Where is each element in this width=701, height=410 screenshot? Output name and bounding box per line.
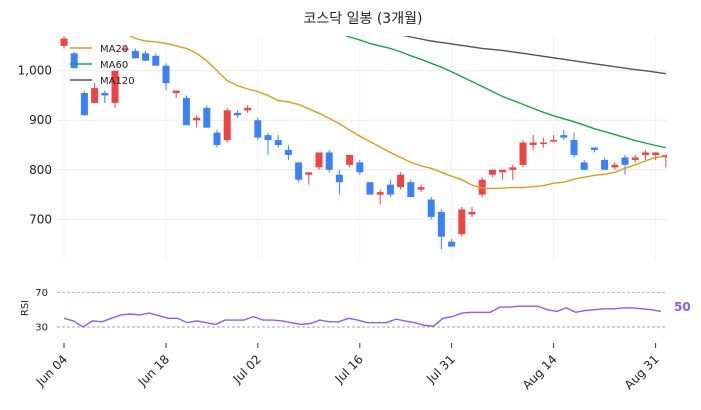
- legend-ma20-label: MA20: [100, 44, 128, 55]
- candle-body: [458, 209, 466, 235]
- candle-body: [244, 107, 252, 111]
- candle-body: [70, 53, 78, 69]
- candle-body: [631, 157, 639, 160]
- candle-body: [274, 140, 282, 146]
- candle-body: [580, 162, 588, 170]
- candle-body: [254, 120, 262, 138]
- candle-body: [509, 167, 517, 170]
- x-tick-label: Jun 18: [135, 352, 172, 389]
- candle-body: [356, 162, 364, 173]
- price-tick-label: 800: [29, 163, 52, 177]
- candle-body: [407, 182, 415, 198]
- candle-body: [386, 184, 394, 195]
- candle-body: [621, 157, 629, 165]
- rsi-polyline: [63, 305, 662, 328]
- candles: [60, 36, 667, 250]
- legend-ma60-label: MA60: [100, 60, 128, 71]
- candle-body: [499, 169, 507, 173]
- candle-body: [264, 135, 272, 141]
- candle-body: [172, 90, 180, 93]
- candle-body: [91, 88, 99, 103]
- price-tick-label: 900: [29, 113, 52, 127]
- candle-body: [60, 38, 68, 46]
- candle-body: [121, 48, 129, 50]
- rsi-axis: 70 30: [35, 288, 667, 334]
- price-tick-label: 1,000: [18, 64, 52, 78]
- candle-body: [305, 172, 313, 175]
- candle-body: [437, 211, 445, 237]
- rsi-line: [63, 305, 662, 328]
- rsi-panel: RSI 70 30 50: [20, 288, 691, 334]
- legend: MA20 MA60 MA120: [70, 44, 135, 87]
- ma120-line: [402, 36, 666, 75]
- chart-title: 코스닥 일봉 (3개월): [304, 11, 423, 27]
- candle-body: [427, 199, 435, 217]
- candle-body: [213, 132, 221, 146]
- candle-body: [325, 152, 333, 170]
- rsi-tick-label: 70: [35, 288, 48, 299]
- candle-body: [641, 152, 649, 155]
- candle-body: [539, 142, 547, 145]
- candle-body: [131, 50, 139, 59]
- candle-body: [448, 241, 456, 247]
- ma60-line: [344, 36, 666, 149]
- candle-body: [570, 140, 578, 155]
- x-tick-label: Jul 02: [230, 352, 264, 386]
- candle-body: [529, 142, 537, 146]
- rsi-last-value: 50: [674, 300, 691, 314]
- x-tick-label: Jul 31: [423, 352, 457, 386]
- candle-body: [519, 142, 527, 165]
- price-tick-label: 700: [29, 212, 52, 226]
- candle-body: [315, 152, 323, 168]
- x-tick-label: Aug 31: [622, 352, 662, 392]
- ma20-line: [128, 36, 666, 190]
- candle-body: [397, 174, 405, 188]
- rsi-tick-label: 30: [35, 323, 48, 334]
- candle-body: [295, 162, 303, 180]
- candle-body: [233, 112, 241, 116]
- candle-body: [152, 55, 160, 66]
- candle-body: [611, 164, 619, 168]
- candle-body: [223, 110, 231, 141]
- candle-body: [111, 70, 119, 103]
- candle-body: [193, 117, 201, 121]
- candle-body: [560, 135, 568, 138]
- candle-body: [366, 182, 374, 195]
- candle-body: [335, 174, 343, 183]
- candle-body: [468, 211, 476, 215]
- candle-body: [80, 92, 88, 116]
- legend-ma120-label: MA120: [100, 76, 135, 87]
- candle-body: [162, 65, 170, 84]
- candle-body: [488, 169, 496, 175]
- candle-body: [652, 152, 660, 155]
- candle-body: [590, 147, 598, 150]
- rsi-axis-label: RSI: [20, 300, 31, 316]
- x-axis: Jun 04 Jun 18 Jul 02 Jul 16 Jul 31 Aug 14 Aug …: [33, 343, 662, 392]
- candle-body: [284, 149, 292, 155]
- x-tick-label: Aug 14: [520, 352, 560, 392]
- x-tick-label: Jun 04: [33, 352, 70, 389]
- candle-body: [601, 159, 609, 170]
- candle-body: [101, 92, 109, 96]
- candle-body: [417, 187, 425, 190]
- moving-averages: [128, 36, 666, 190]
- candle-body: [478, 179, 486, 195]
- price-axis: 700 800 900 1,000: [18, 64, 52, 227]
- candle-body: [142, 53, 150, 61]
- candle-body: [203, 107, 211, 128]
- x-tick-label: Jul 16: [332, 352, 366, 386]
- candle-body: [376, 192, 384, 195]
- candle-body: [550, 140, 558, 142]
- candle-body: [182, 97, 190, 126]
- candle-body: [346, 154, 354, 165]
